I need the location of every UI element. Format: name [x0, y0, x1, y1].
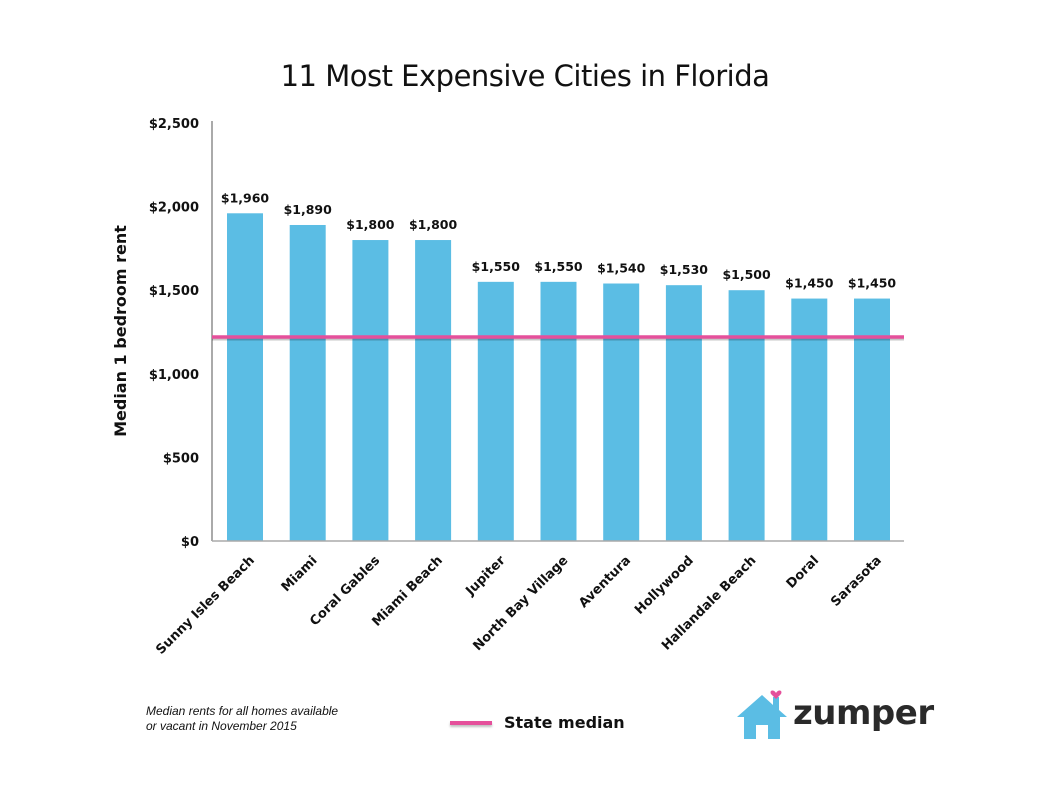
- x-category-label: Hollywood: [632, 553, 697, 618]
- data-label: $1,530: [660, 262, 709, 277]
- bar-chart: 11 Most Expensive Cities in Florida Medi…: [111, 59, 904, 658]
- bar: [854, 298, 890, 541]
- bar: [540, 281, 577, 541]
- x-category-label: Sarasota: [828, 553, 885, 610]
- legend-swatch-state-median: [450, 720, 492, 725]
- bar: [728, 290, 765, 541]
- bar: [415, 240, 452, 542]
- legend-label: State median: [504, 713, 625, 732]
- y-tick-label: $2,500: [149, 117, 199, 132]
- data-label: $1,450: [785, 276, 834, 291]
- bar: [665, 285, 702, 541]
- data-labels: $1,960 $1,890 $1,800 $1,800 $1,550 $1,550 $1,5…: [221, 190, 897, 290]
- footnote-line-2: or vacant in November 2015: [146, 719, 297, 733]
- y-tick-label: $1,500: [149, 284, 199, 299]
- bar: [603, 283, 640, 541]
- footnote: Median rents for all homes available or …: [146, 704, 338, 734]
- data-label: $1,540: [597, 261, 646, 276]
- data-label: $1,550: [472, 259, 521, 274]
- zumper-logo: zumper: [737, 687, 934, 739]
- bar: [791, 298, 828, 541]
- data-label: $1,960: [221, 190, 270, 205]
- x-category-label: Jupiter: [462, 553, 509, 600]
- y-tick-label: $0: [181, 535, 199, 550]
- x-category-label: Aventura: [576, 553, 634, 611]
- bar: [289, 224, 326, 541]
- bar: [477, 281, 514, 541]
- x-category-label: Sunny Isles Beach: [153, 553, 257, 657]
- chart-title: 11 Most Expensive Cities in Florida: [281, 59, 770, 93]
- logo-text: zumper: [793, 693, 934, 733]
- data-label: $1,800: [346, 217, 395, 232]
- y-axis-label: Median 1 bedroom rent: [111, 225, 130, 437]
- house-icon: [737, 690, 787, 739]
- bars: [227, 213, 890, 542]
- legend: State median: [450, 713, 625, 732]
- data-label: $1,500: [722, 267, 771, 282]
- y-tick-label: $1,000: [149, 368, 199, 383]
- bar: [352, 240, 389, 542]
- x-category-label: Miami: [279, 553, 321, 595]
- footnote-line-1: Median rents for all homes available: [146, 704, 339, 718]
- heart-icon: [770, 690, 782, 699]
- data-label: $1,450: [848, 276, 897, 291]
- y-tick-label: $500: [163, 451, 199, 466]
- bar: [227, 213, 263, 541]
- data-label: $1,550: [534, 259, 583, 274]
- data-label: $1,800: [409, 217, 458, 232]
- data-label: $1,890: [284, 202, 333, 217]
- y-axis-ticks: $0 $500 $1,000 $1,500 $2,000 $2,500: [149, 117, 199, 550]
- y-tick-label: $2,000: [149, 201, 199, 216]
- x-category-label: Doral: [784, 553, 822, 591]
